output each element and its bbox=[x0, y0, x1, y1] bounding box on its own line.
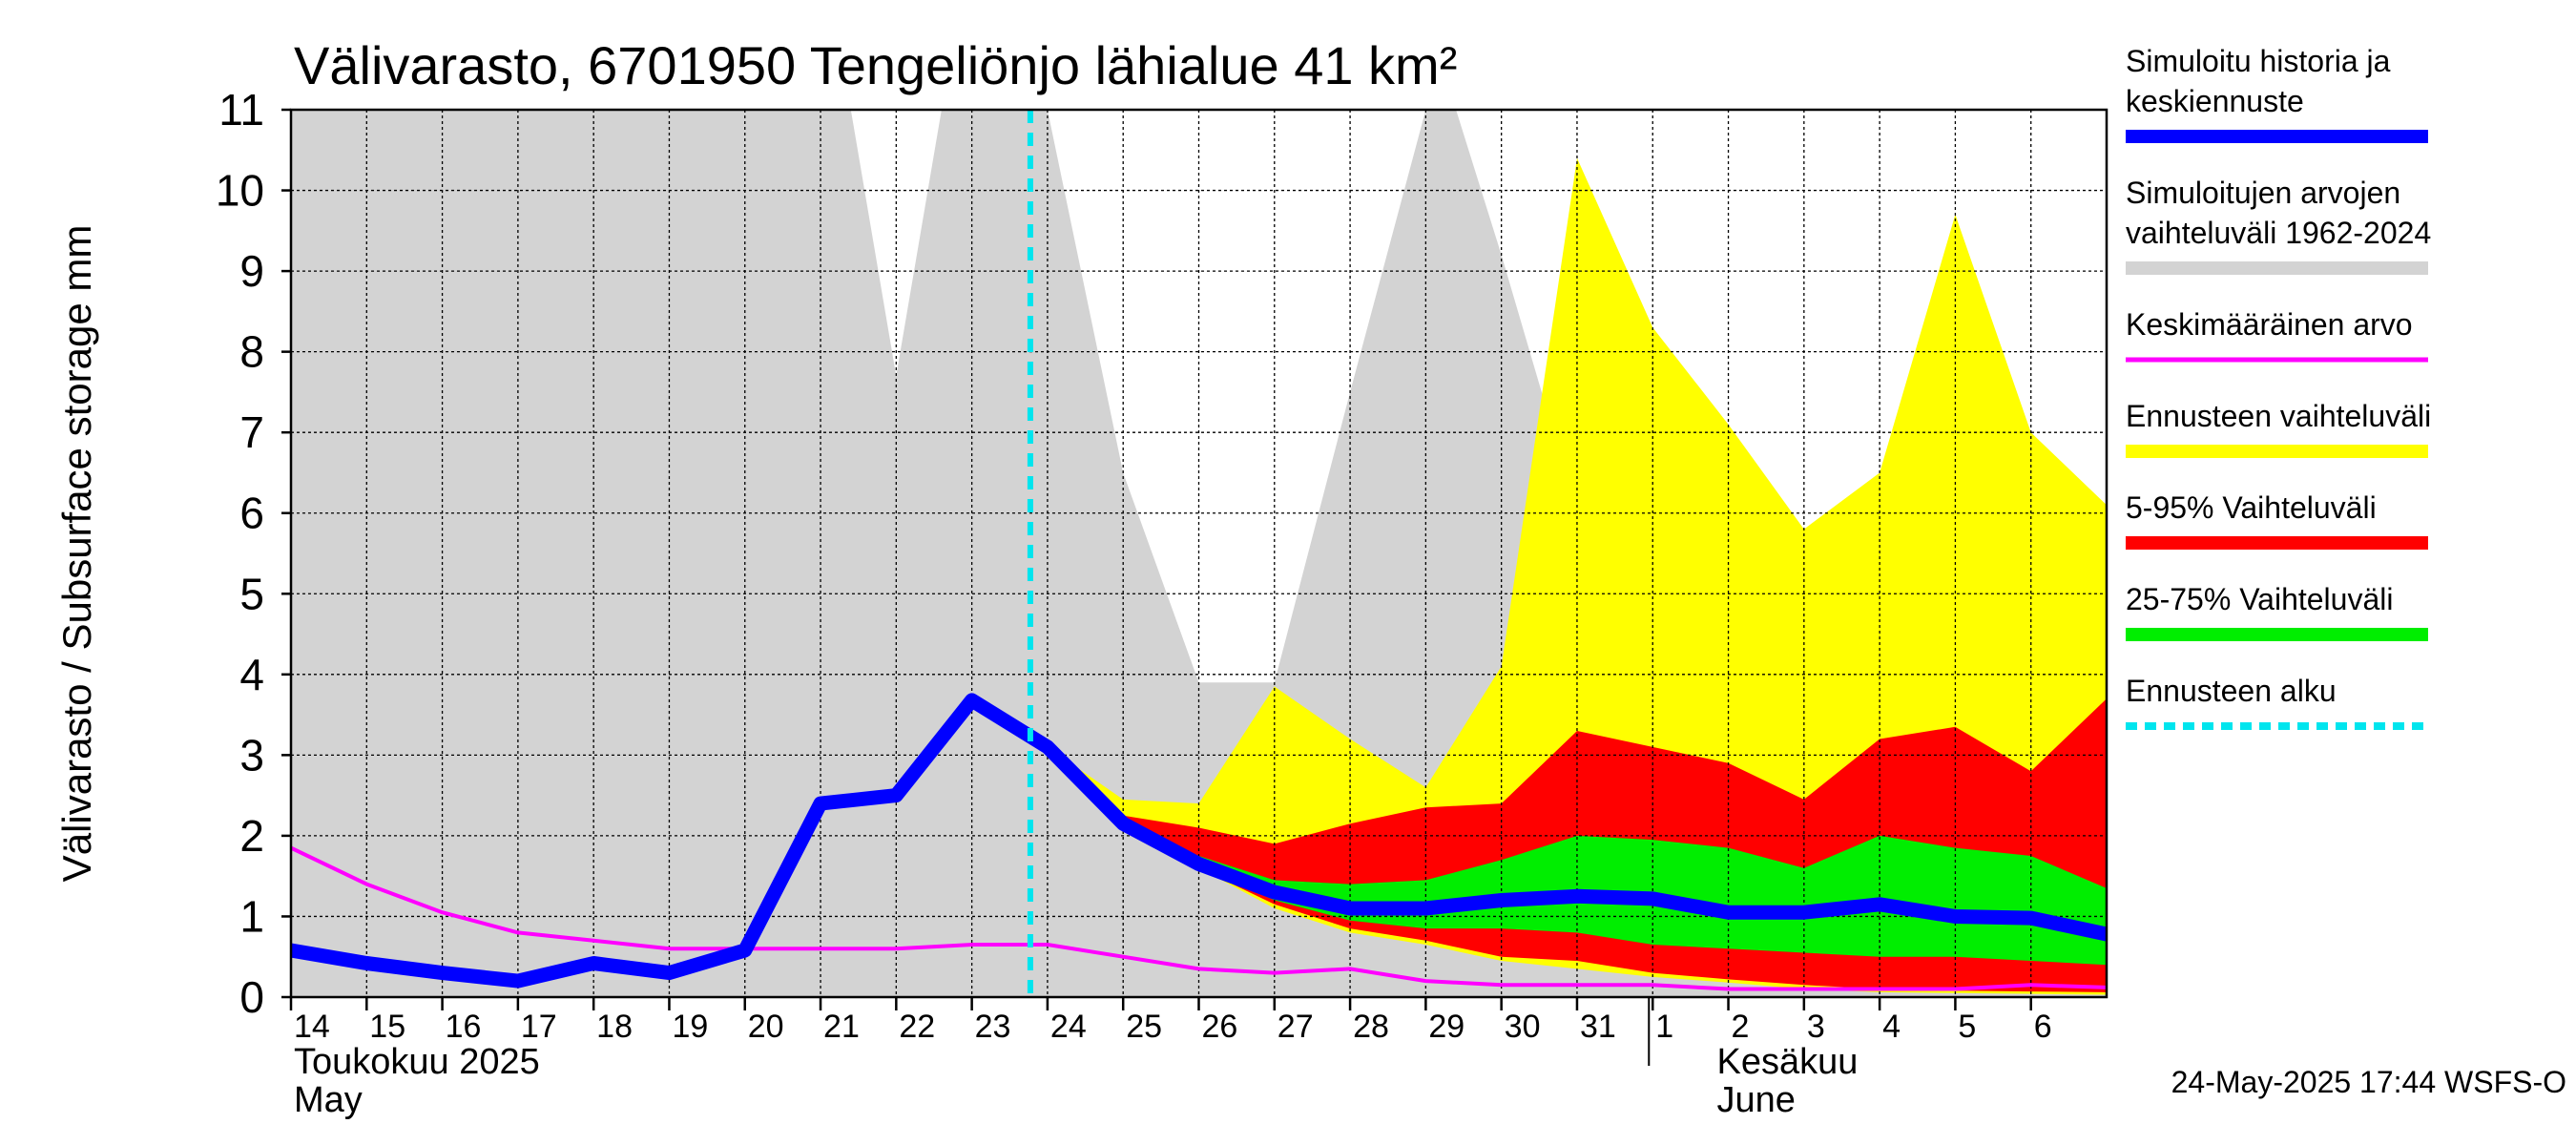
legend-item: Ennusteen alku bbox=[2126, 674, 2428, 730]
y-tick-label: 4 bbox=[239, 650, 264, 699]
grid bbox=[291, 110, 2107, 997]
legend-label: 5-95% Vaihteluväli bbox=[2126, 490, 2377, 525]
legend-label: keskiennuste bbox=[2126, 84, 2304, 118]
legend-item: 25-75% Vaihteluväli bbox=[2126, 582, 2428, 641]
x-tick-label: 14 bbox=[294, 1009, 330, 1045]
y-tick-label: 10 bbox=[216, 166, 264, 216]
y-tick-label: 6 bbox=[239, 489, 264, 538]
y-tick-label: 2 bbox=[239, 811, 264, 861]
x-tick-label: 28 bbox=[1353, 1009, 1389, 1045]
legend-item: Simuloitu historia ja keskiennuste bbox=[2126, 44, 2428, 143]
x-tick-label: 2 bbox=[1732, 1009, 1750, 1045]
legend-item: Keskimääräinen arvo bbox=[2126, 307, 2428, 363]
x-tick-label: 5 bbox=[1958, 1009, 1976, 1045]
legend-item: Ennusteen vaihteluväli bbox=[2126, 399, 2431, 458]
x-tick-label: 4 bbox=[1882, 1009, 1901, 1045]
y-tick-label: 9 bbox=[239, 246, 264, 296]
y-tick-label: 0 bbox=[239, 972, 264, 1022]
chart-title: Välivarasto, 6701950 Tengeliönjo lähialu… bbox=[294, 35, 1457, 95]
legend-label: Simuloitujen arvojen bbox=[2126, 176, 2400, 210]
y-tick-label: 5 bbox=[239, 569, 264, 618]
x-tick-label: 25 bbox=[1126, 1009, 1162, 1045]
month-label-en: May bbox=[294, 1080, 363, 1120]
legend-label: Ennusteen alku bbox=[2126, 674, 2337, 708]
x-tick-label: 18 bbox=[596, 1009, 633, 1045]
mean-value-line bbox=[291, 845, 2107, 991]
x-tick-label: 23 bbox=[975, 1009, 1011, 1045]
legend-label: Ennusteen vaihteluväli bbox=[2126, 399, 2431, 433]
x-tick-label: 30 bbox=[1505, 1009, 1541, 1045]
x-tick-label: 19 bbox=[672, 1009, 708, 1045]
x-tick-label: 21 bbox=[823, 1009, 860, 1045]
x-tick-label: 1 bbox=[1655, 1009, 1673, 1045]
month-label: Toukokuu 2025 bbox=[294, 1042, 540, 1082]
y-tick-label: 8 bbox=[239, 327, 264, 377]
x-tick-label: 6 bbox=[2034, 1009, 2052, 1045]
legend-label: 25-75% Vaihteluväli bbox=[2126, 582, 2393, 616]
x-tick-label: 15 bbox=[369, 1009, 405, 1045]
month-label: Kesäkuu bbox=[1717, 1042, 1859, 1082]
x-tick-label: 26 bbox=[1202, 1009, 1238, 1045]
legend-label: Keskimääräinen arvo bbox=[2126, 307, 2413, 342]
y-tick-label: 1 bbox=[239, 891, 264, 941]
x-tick-label: 22 bbox=[899, 1009, 935, 1045]
x-tick-label: 17 bbox=[521, 1009, 557, 1045]
legend-item: Simuloitujen arvojen vaihteluväli 1962-20… bbox=[2126, 176, 2431, 275]
x-tick-label: 29 bbox=[1428, 1009, 1465, 1045]
y-axis-label: Välivarasto / Subsurface storage mm bbox=[54, 225, 99, 883]
x-tick-label: 3 bbox=[1807, 1009, 1825, 1045]
simulated-history-line bbox=[291, 693, 2107, 989]
plot-area bbox=[291, 110, 2107, 997]
y-tick-label: 11 bbox=[218, 85, 264, 135]
legend: Simuloitu historia jakeskiennusteSimuloi… bbox=[2126, 44, 2431, 730]
x-tick-label: 24 bbox=[1050, 1009, 1087, 1045]
legend-label: Simuloitu historia ja bbox=[2126, 44, 2391, 78]
month-label-en: June bbox=[1717, 1080, 1796, 1120]
legend-item: 5-95% Vaihteluväli bbox=[2126, 490, 2428, 550]
x-tick-label: 31 bbox=[1580, 1009, 1616, 1045]
x-tick-label: 27 bbox=[1278, 1009, 1314, 1045]
y-tick-label: 3 bbox=[239, 730, 264, 780]
legend-label: vaihteluväli 1962-2024 bbox=[2126, 216, 2431, 250]
y-tick-label: 7 bbox=[239, 407, 264, 457]
x-tick-label: 20 bbox=[748, 1009, 784, 1045]
footer-timestamp: 24-May-2025 17:44 WSFS-O bbox=[2171, 1065, 2566, 1099]
x-tick-label: 16 bbox=[446, 1009, 482, 1045]
